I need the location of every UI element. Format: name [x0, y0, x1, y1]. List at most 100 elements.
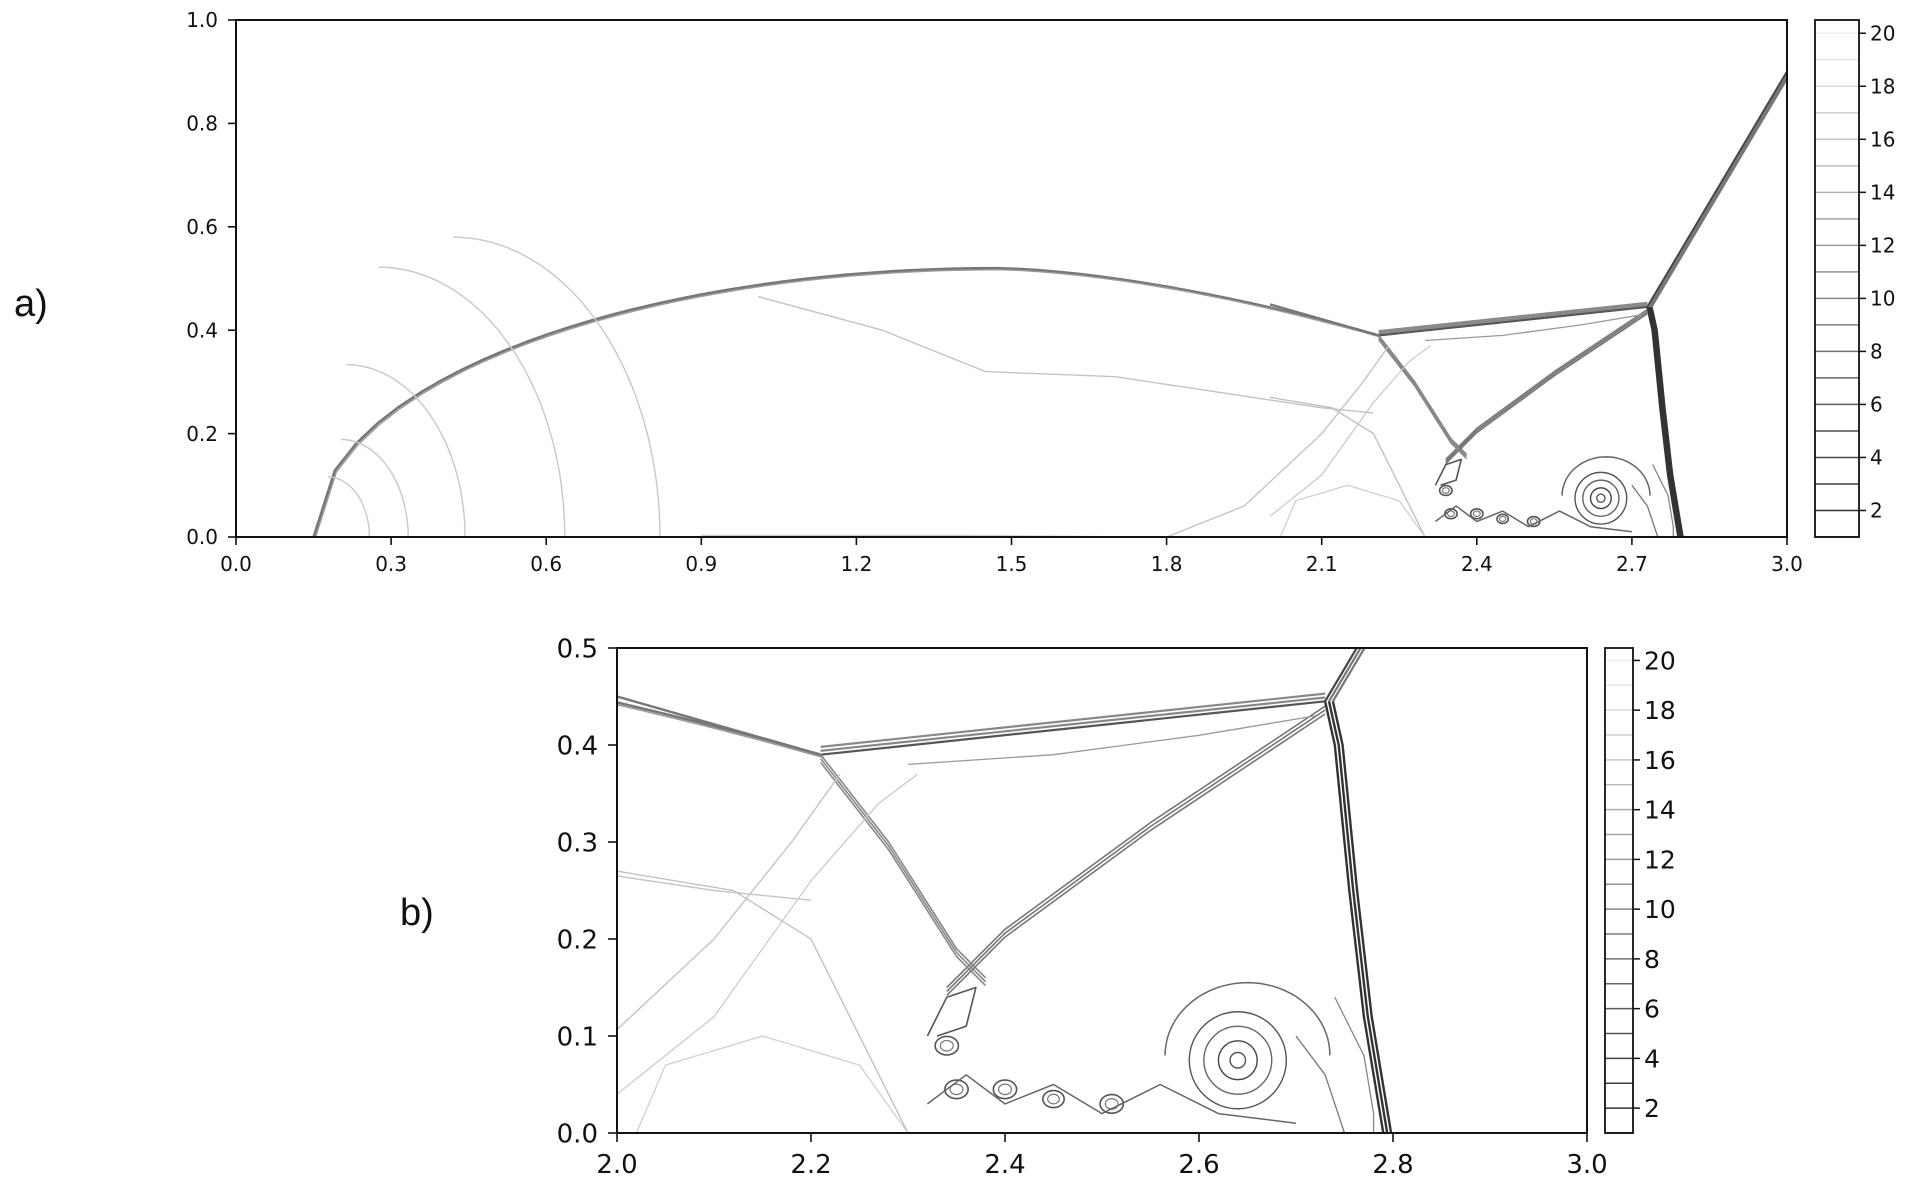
- panel-a-plot-area: [235, 19, 1788, 538]
- y-tick-label: 0.0: [557, 1119, 598, 1149]
- panel-b-y-axis: 0.0 0.1 0.2 0.3 0.4 0.5: [557, 634, 617, 1149]
- vortex-contour: [1104, 1098, 1119, 1110]
- x-tick-label: 0.3: [375, 552, 407, 576]
- colorbar-tick-label: 14: [1644, 796, 1676, 825]
- incident-shock-contour: [1648, 73, 1787, 308]
- expansion-contour: [453, 236, 661, 537]
- y-tick-label: 0.5: [557, 634, 598, 664]
- vortex-contour: [944, 1079, 969, 1100]
- colorbar-tick-label: 4: [1870, 446, 1883, 470]
- bow-shock-contour: [617, 695, 822, 756]
- vortex-contour: [992, 1079, 1018, 1100]
- transmitted-shock-contour: [820, 762, 987, 987]
- colorbar-frame: [1604, 647, 1634, 1134]
- bow-shock-contour: [1269, 303, 1379, 337]
- reflected-shock-contour: [820, 700, 1326, 756]
- panel-b-x-axis: 2.0 2.2 2.4 2.6 2.8 3.0: [596, 1133, 1608, 1180]
- colorbar-tick-label: 16: [1870, 128, 1895, 152]
- colorbar-tick-label: 6: [1870, 393, 1883, 417]
- vortex-contour: [1047, 1093, 1060, 1105]
- vortex-contour: [997, 1083, 1013, 1096]
- y-tick-label: 1.0: [186, 8, 218, 32]
- flow-contour: [1425, 314, 1643, 342]
- panel-b-label: b): [400, 892, 434, 934]
- y-tick-label: 0.4: [557, 731, 598, 761]
- vortex-contour: [934, 1035, 960, 1056]
- bow-shock-contour: [312, 266, 1379, 537]
- slip-line-contour: [1445, 313, 1648, 465]
- flow-contour: [617, 875, 812, 901]
- y-tick-label: 0.2: [186, 422, 218, 446]
- x-tick-label: 0.9: [685, 552, 717, 576]
- vortex-contour: [1469, 507, 1484, 520]
- mach-stem-contour: [1327, 701, 1389, 1133]
- mach-stem-contour: [1650, 306, 1684, 537]
- jet-core-contour: [1203, 1025, 1273, 1095]
- mach-stem-contour: [1646, 306, 1680, 537]
- y-tick-label: 0.4: [186, 318, 218, 342]
- colorbar-tick-label: 18: [1644, 696, 1676, 725]
- flow-contour: [1269, 345, 1431, 517]
- y-tick-label: 0.6: [186, 215, 218, 239]
- y-tick-label: 0.1: [557, 1022, 598, 1052]
- vortex-contour: [939, 1039, 954, 1052]
- reflected-shock-contour: [820, 696, 1326, 752]
- vortex-contour: [1472, 510, 1481, 518]
- reflected-shock-contour: [1378, 303, 1648, 335]
- colorbar-tick-label: 4: [1644, 1044, 1660, 1073]
- jet-core-contour: [1217, 1040, 1258, 1081]
- x-tick-label: 2.2: [790, 1150, 831, 1180]
- colorbar-tick-label: 16: [1644, 746, 1676, 775]
- colorbar-tick-label: 8: [1644, 945, 1660, 974]
- colorbar-tick-label: 12: [1644, 845, 1676, 874]
- flow-contour: [907, 715, 1316, 766]
- x-tick-label: 2.7: [1616, 552, 1648, 576]
- x-tick-label: 0.0: [220, 552, 252, 576]
- flow-contour: [758, 295, 1374, 414]
- flow-contour: [1279, 484, 1426, 537]
- reflected-shock-contour: [1378, 305, 1648, 337]
- expansion-contour: [327, 476, 371, 537]
- vortex-contour: [1446, 510, 1455, 518]
- colorbar-tick-label: 2: [1644, 1094, 1660, 1123]
- jet-cap-contour: [1164, 981, 1331, 1056]
- flow-contour: [1631, 484, 1659, 537]
- x-tick-label: 2.4: [1461, 552, 1493, 576]
- vortex-contour: [1441, 487, 1450, 494]
- colorbar-tick-label: 20: [1644, 646, 1676, 675]
- colorbar-tick-label: 20: [1870, 21, 1895, 45]
- vortex-contour: [1434, 458, 1463, 487]
- panel-a-x-axis: 0.0 0.3 0.6 0.9 1.2 1.5 1.8 2.1 2.4 2.7 3.0: [220, 537, 1803, 576]
- flow-contour: [1334, 996, 1375, 1133]
- colorbar-tick-label: 6: [1644, 995, 1660, 1024]
- flow-contour: [1652, 464, 1674, 537]
- slip-line-contour: [946, 713, 1326, 996]
- transmitted-shock-contour: [1377, 339, 1468, 459]
- y-tick-label: 0.0: [186, 525, 218, 549]
- x-tick-label: 3.0: [1771, 552, 1803, 576]
- reflected-shock-contour: [1378, 301, 1648, 333]
- vortex-contour: [949, 1083, 964, 1096]
- x-tick-label: 2.8: [1372, 1150, 1413, 1180]
- flow-contour: [617, 773, 841, 1031]
- colorbar-tick-label: 18: [1870, 74, 1895, 98]
- colorbar-tick-label: 14: [1870, 181, 1895, 205]
- bow-shock-contour: [617, 701, 822, 756]
- vortex-contour: [1498, 515, 1507, 523]
- vortex-contour: [926, 986, 977, 1037]
- panel-a: a) 0.0 0.3 0.6 0.9 1.2 1.5 1.8 2.1 2.4 2.7 3.0 0.0…: [14, 8, 1895, 576]
- mach-stem-contour: [1648, 306, 1682, 537]
- colorbar-tick-label: 8: [1870, 340, 1883, 364]
- x-tick-label: 1.5: [996, 552, 1028, 576]
- slip-line-contour: [1445, 310, 1648, 463]
- panel-b-plot-area: [616, 647, 1588, 1134]
- colorbar-frame: [1814, 19, 1860, 538]
- x-tick-label: 2.0: [596, 1150, 637, 1180]
- jet-core-contour: [1188, 1011, 1288, 1110]
- y-tick-label: 0.3: [557, 828, 598, 858]
- slip-line-contour: [946, 705, 1326, 989]
- vortex-contour: [1042, 1089, 1065, 1109]
- transmitted-shock-contour: [1377, 334, 1468, 455]
- expansion-contour: [346, 363, 466, 537]
